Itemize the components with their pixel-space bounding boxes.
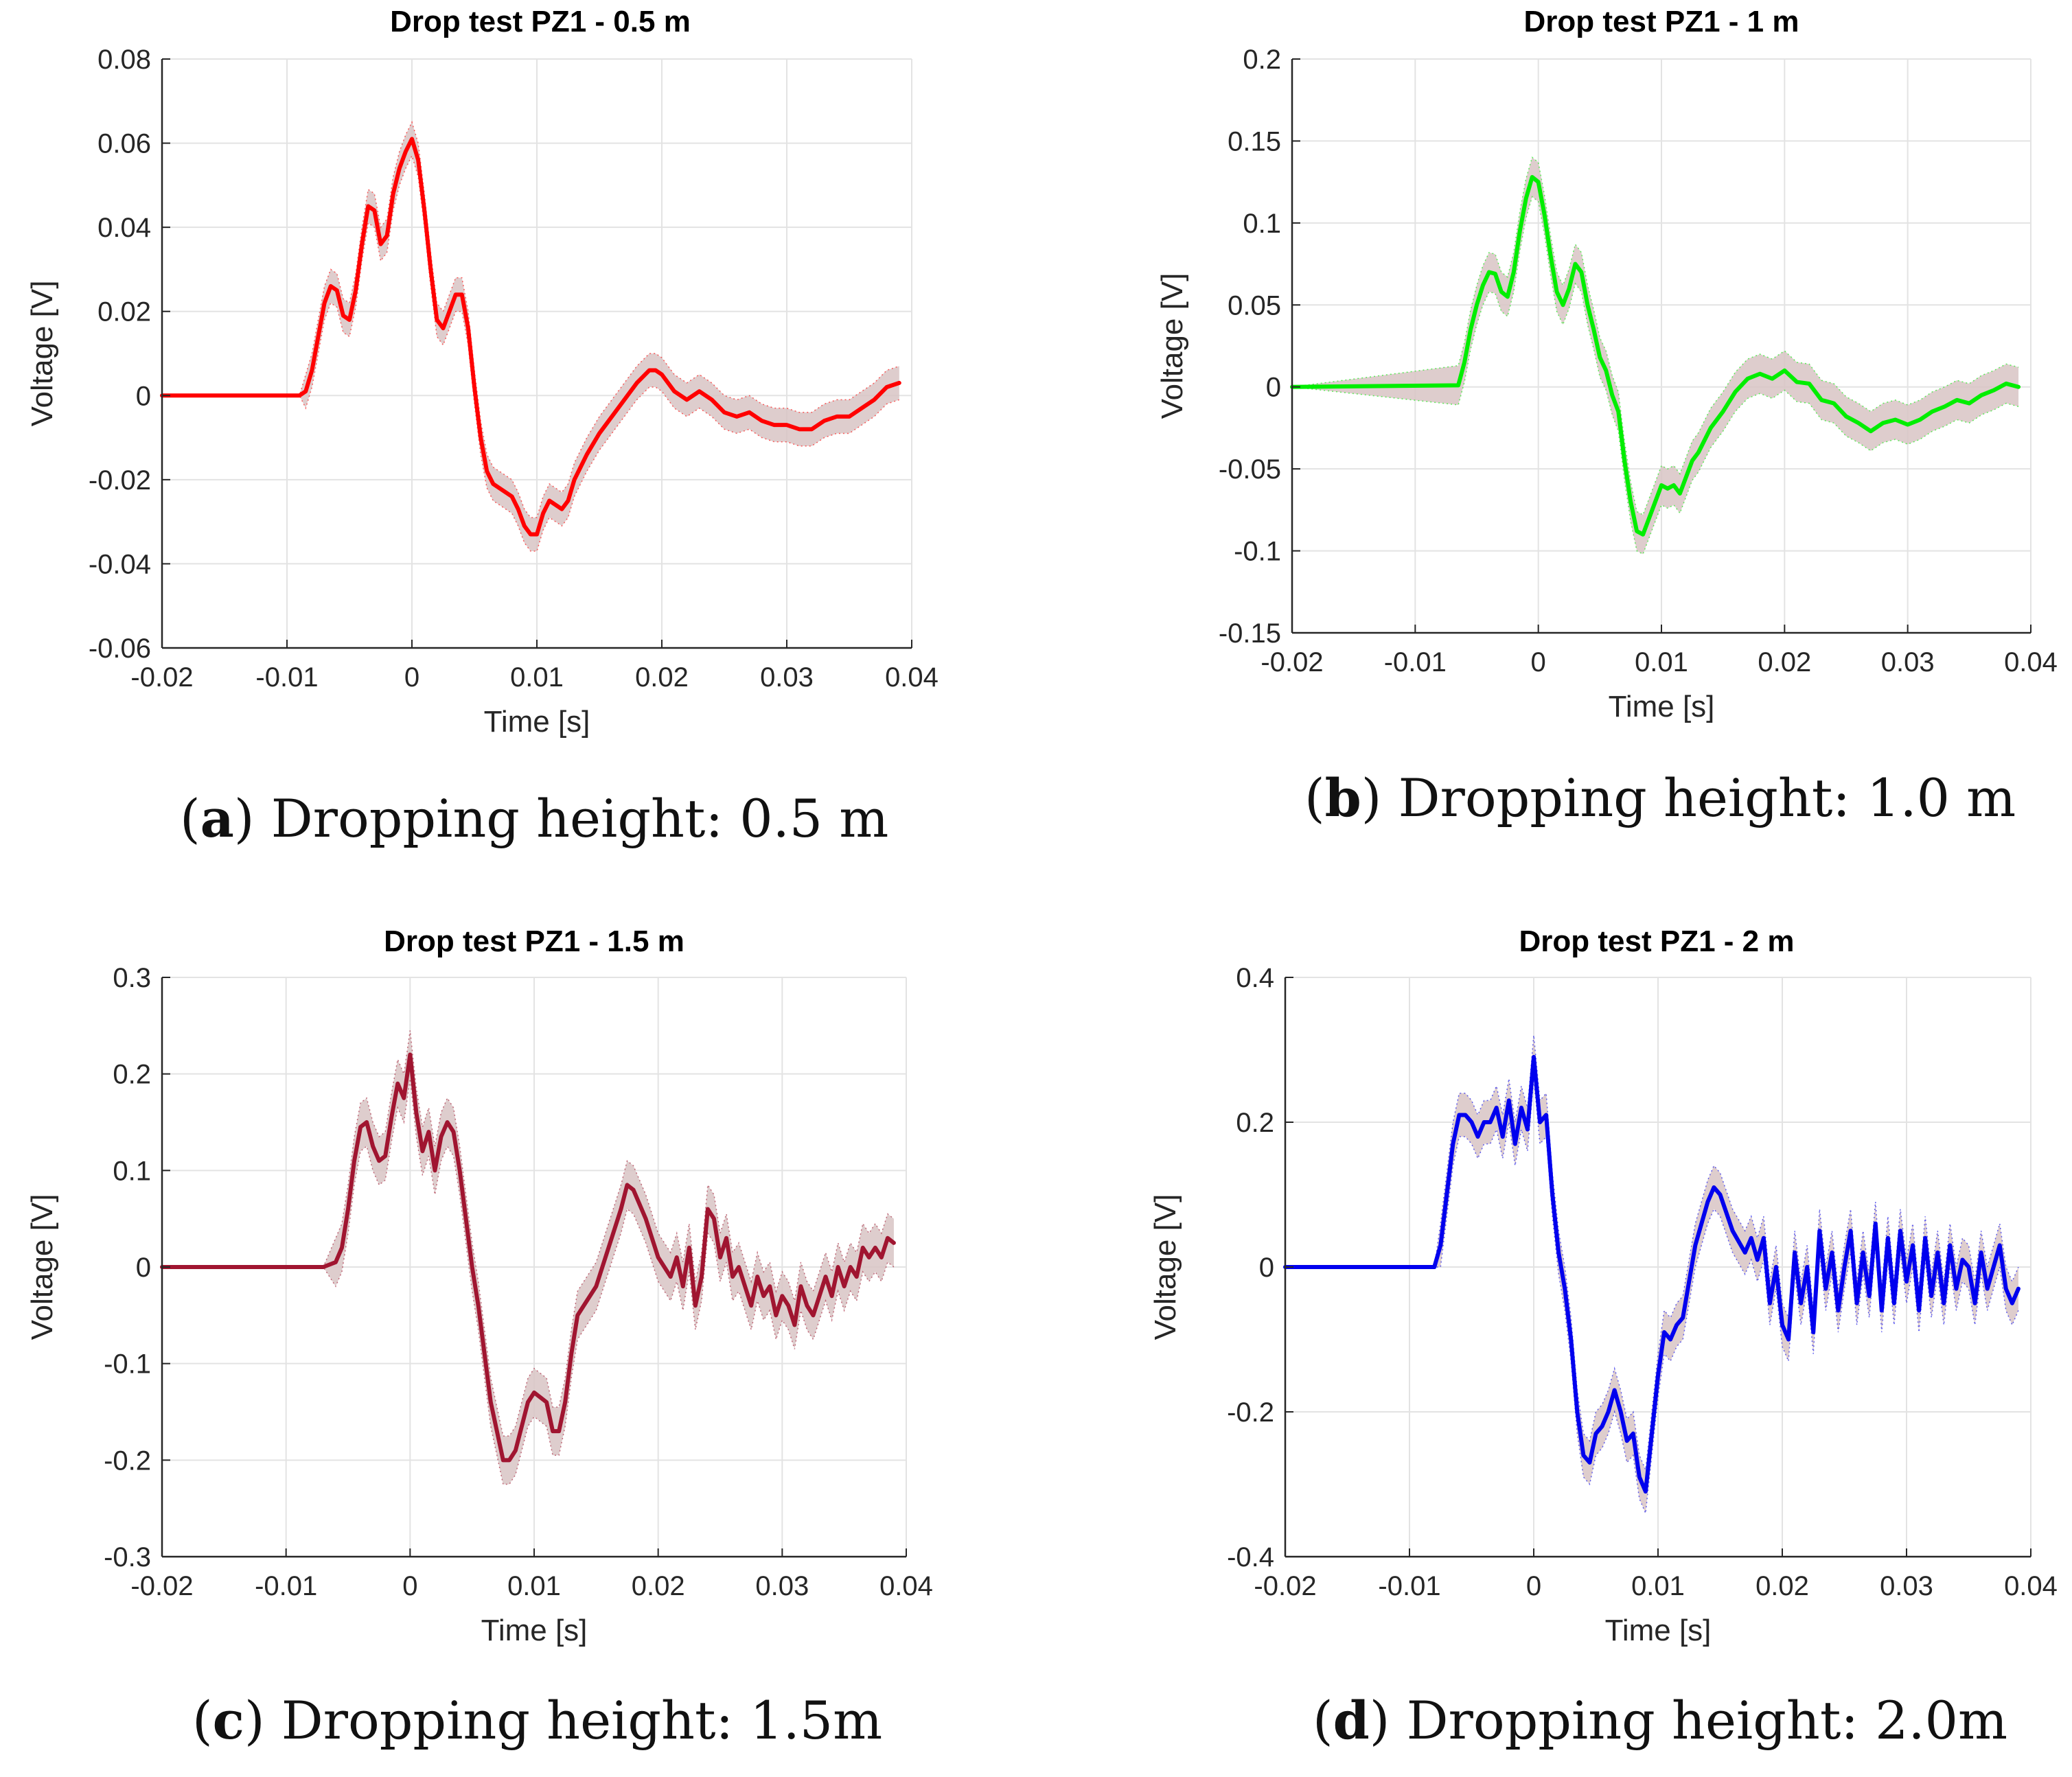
x-tick-label: 0.04 bbox=[2004, 647, 2058, 677]
caption-b: (b) Dropping height: 1.0 m bbox=[1304, 767, 2016, 828]
y-tick-label: 0 bbox=[136, 381, 151, 411]
x-tick-label: 0.02 bbox=[632, 1571, 685, 1601]
y-tick-label: -0.15 bbox=[1219, 618, 1281, 649]
lower-envelope bbox=[162, 154, 900, 552]
x-tick-label: 0.01 bbox=[507, 1571, 561, 1601]
y-tick-label: -0.02 bbox=[89, 465, 151, 496]
y-axis-label: Voltage [V] bbox=[1155, 273, 1189, 419]
y-tick-label: -0.3 bbox=[104, 1542, 151, 1572]
series-line bbox=[1283, 1055, 2021, 1494]
x-tick-label: 0.02 bbox=[1758, 647, 1811, 677]
x-tick-label: 0.04 bbox=[2004, 1571, 2058, 1601]
chart-panel-d: -0.02 -0.01 0 0.01 0.02 0.03 0.04 -0.4 -0.2 0 0.2 0… bbox=[1149, 925, 2058, 1647]
y-tick-label: 0.02 bbox=[97, 297, 151, 327]
y-tick-label: 0.3 bbox=[113, 963, 151, 993]
x-tick-label: 0.04 bbox=[885, 662, 939, 693]
x-tick-label: 0.01 bbox=[510, 662, 564, 693]
upper-envelope bbox=[1291, 156, 2019, 516]
caption-b-letter: b bbox=[1324, 767, 1361, 828]
upper-envelope bbox=[1285, 1035, 2019, 1472]
x-tick-label: 0 bbox=[404, 662, 419, 693]
chart-panel-c: -0.02 -0.01 0 0.01 0.02 0.03 0.04 -0.3 -0.2 -0.1 0… bbox=[25, 925, 933, 1647]
caption-a-letter: a bbox=[200, 788, 234, 849]
y-tick-label: 0.4 bbox=[1236, 963, 1274, 993]
y-tick-label: 0.08 bbox=[97, 45, 151, 75]
y-tick-label: 0.2 bbox=[113, 1060, 151, 1090]
x-axis-label: Time [s] bbox=[484, 705, 590, 739]
x-tick-label: 0 bbox=[1526, 1571, 1541, 1601]
y-tick-label: 0.2 bbox=[1243, 45, 1281, 75]
x-axis-label: Time [s] bbox=[481, 1614, 588, 1647]
caption-d: (d) Dropping height: 2.0m bbox=[1313, 1690, 2008, 1751]
y-tick-label: -0.1 bbox=[1234, 537, 1281, 567]
y-axis-label: Voltage [V] bbox=[25, 1194, 59, 1340]
x-axis-label: Time [s] bbox=[1605, 1614, 1712, 1647]
x-tick-label: -0.02 bbox=[1261, 647, 1323, 677]
caption-c: (c) Dropping height: 1.5m bbox=[192, 1690, 883, 1751]
y-tick-label: -0.2 bbox=[104, 1445, 151, 1476]
y-tick-label: 0 bbox=[1259, 1253, 1274, 1283]
chart-panel-a: -0.02 -0.01 0 0.01 0.02 0.03 0.04 -0.06 -0.04 -0.… bbox=[25, 5, 939, 739]
y-tick-label: -0.4 bbox=[1227, 1542, 1274, 1572]
y-tick-label: 0.15 bbox=[1228, 126, 1281, 156]
series-line bbox=[160, 137, 901, 537]
caption-a: (a) Dropping height: 0.5 m bbox=[180, 788, 889, 849]
x-tick-label: 0.03 bbox=[1881, 647, 1935, 677]
series-line bbox=[1290, 174, 2021, 537]
x-tick-label: 0.01 bbox=[1635, 647, 1688, 677]
caption-a-text: Dropping height: 0.5 m bbox=[254, 788, 889, 849]
chart-title: Drop test PZ1 - 1 m bbox=[1524, 5, 1799, 38]
x-tick-label: 0.03 bbox=[755, 1571, 809, 1601]
chart-title: Drop test PZ1 - 0.5 m bbox=[390, 5, 691, 38]
x-tick-label: 0 bbox=[402, 1571, 417, 1601]
x-tick-label: -0.01 bbox=[1384, 647, 1447, 677]
y-tick-label: 0.1 bbox=[1243, 209, 1281, 239]
x-tick-label: -0.02 bbox=[130, 662, 193, 693]
y-tick-label: 0.05 bbox=[1228, 290, 1281, 321]
x-tick-label: 0.04 bbox=[879, 1571, 933, 1601]
uncertainty-band bbox=[162, 1030, 894, 1485]
y-tick-label: -0.05 bbox=[1219, 454, 1281, 485]
y-tick-label: 0 bbox=[136, 1253, 151, 1283]
x-tick-label: 0.01 bbox=[1631, 1571, 1685, 1601]
lower-envelope bbox=[1291, 196, 2019, 555]
y-tick-label: 0.06 bbox=[97, 129, 151, 159]
y-axis-label: Voltage [V] bbox=[25, 281, 59, 427]
y-tick-label: 0 bbox=[1266, 373, 1281, 403]
caption-d-text: Dropping height: 2.0m bbox=[1390, 1690, 2008, 1751]
caption-b-text: Dropping height: 1.0 m bbox=[1381, 767, 2016, 828]
y-tick-label: -0.1 bbox=[104, 1349, 151, 1380]
y-axis-label: Voltage [V] bbox=[1149, 1194, 1182, 1340]
y-tick-label: 0.1 bbox=[113, 1156, 151, 1186]
y-tick-label: -0.2 bbox=[1227, 1397, 1274, 1428]
chart-title: Drop test PZ1 - 2 m bbox=[1519, 925, 1795, 958]
x-tick-label: 0.02 bbox=[635, 662, 689, 693]
x-axis-label: Time [s] bbox=[1609, 690, 1715, 723]
x-tick-label: 0.03 bbox=[1880, 1571, 1933, 1601]
chart-panel-b: -0.02 -0.01 0 0.01 0.02 0.03 0.04 -0.15 -0.1 -0.0… bbox=[1155, 5, 2058, 723]
x-tick-label: 0 bbox=[1531, 647, 1546, 677]
chart-title: Drop test PZ1 - 1.5 m bbox=[384, 925, 684, 958]
x-tick-label: -0.01 bbox=[1378, 1571, 1440, 1601]
caption-d-letter: d bbox=[1333, 1690, 1370, 1751]
x-tick-label: -0.02 bbox=[1254, 1571, 1316, 1601]
series-line bbox=[160, 1052, 896, 1463]
y-tick-label: 0.2 bbox=[1236, 1108, 1274, 1138]
caption-c-text: Dropping height: 1.5m bbox=[264, 1690, 883, 1751]
y-tick-label: 0.04 bbox=[97, 213, 151, 243]
x-tick-label: 0.03 bbox=[760, 662, 814, 693]
y-tick-label: -0.06 bbox=[89, 634, 151, 664]
y-tick-label: -0.04 bbox=[89, 549, 151, 579]
x-tick-label: -0.02 bbox=[130, 1571, 193, 1601]
x-tick-label: 0.02 bbox=[1756, 1571, 1809, 1601]
upper-envelope bbox=[162, 120, 900, 518]
caption-c-letter: c bbox=[212, 1690, 244, 1751]
lower-envelope bbox=[162, 1078, 895, 1485]
x-tick-label: -0.01 bbox=[255, 1571, 317, 1601]
x-tick-label: -0.01 bbox=[255, 662, 318, 693]
